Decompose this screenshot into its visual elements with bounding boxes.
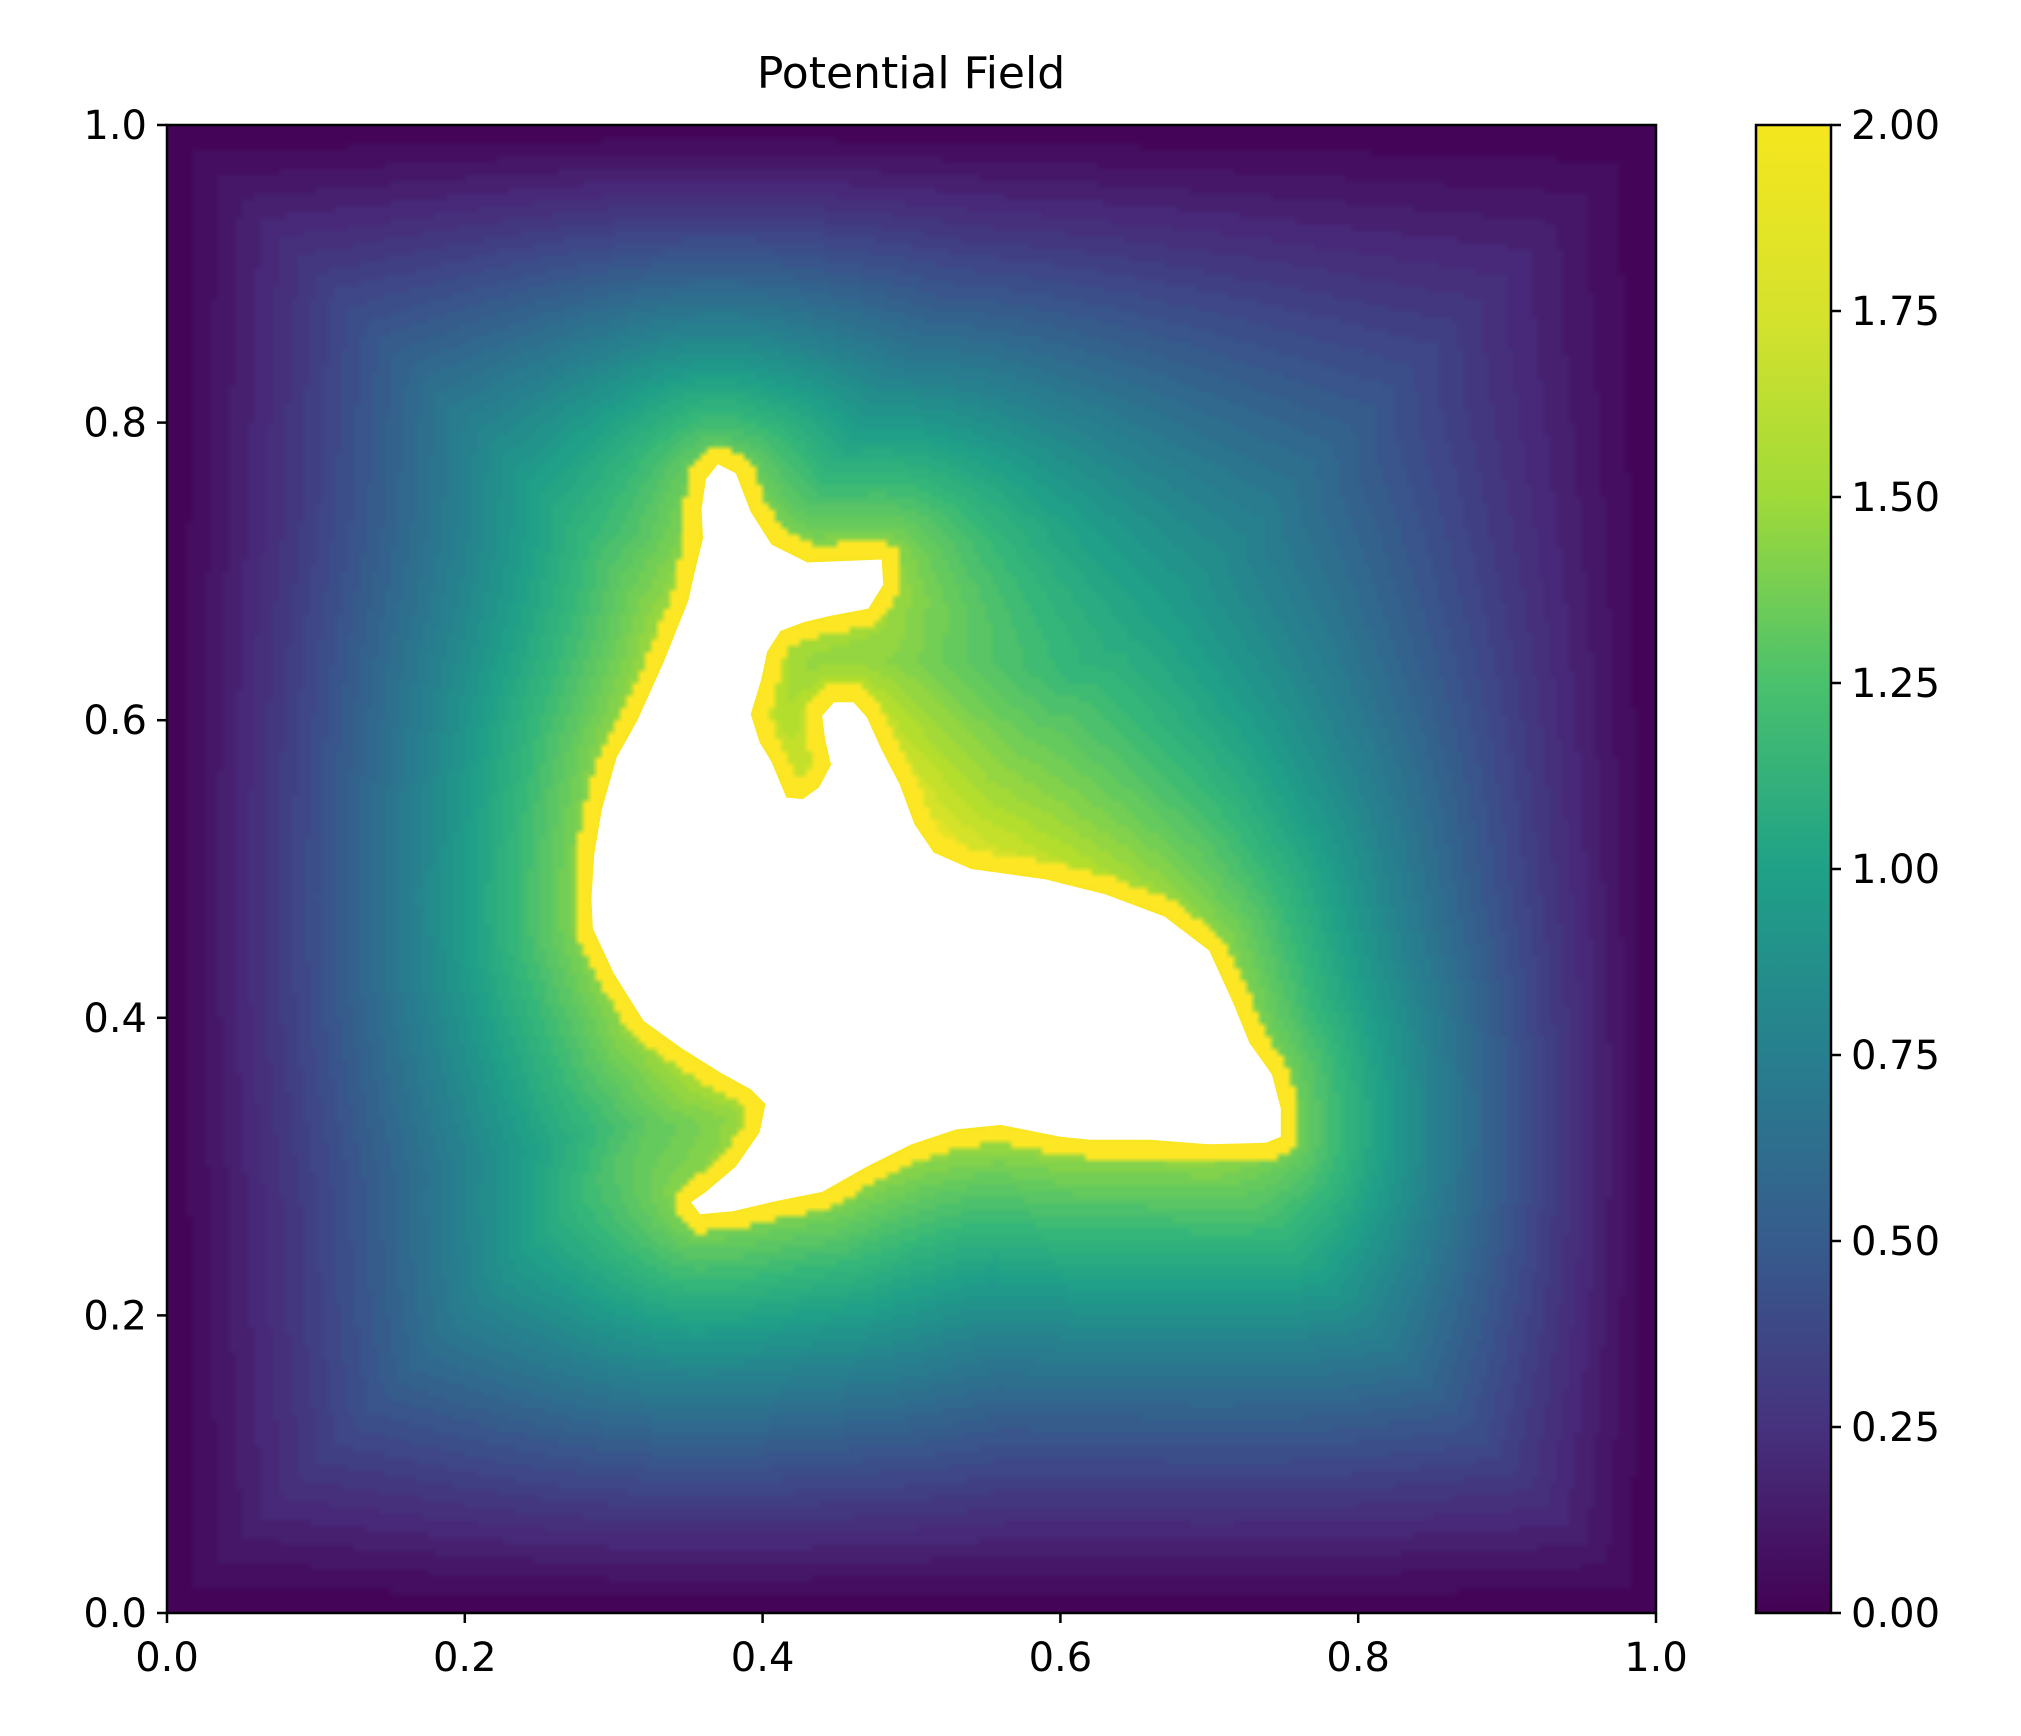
y-tick-label: 0.4 — [83, 996, 147, 1042]
x-tick-label: 0.6 — [1029, 1635, 1093, 1681]
plot-frame — [165, 123, 1658, 1615]
colorbar-tick-label: 0.25 — [1851, 1405, 1940, 1451]
colorbar-tick-label: 1.00 — [1851, 847, 1940, 893]
plot-area — [165, 123, 1658, 1615]
y-tick-label: 0.0 — [83, 1591, 147, 1637]
colorbar-tick-label: 0.50 — [1851, 1219, 1940, 1265]
colorbar-tick-label: 1.25 — [1851, 661, 1940, 707]
y-tick-label: 0.2 — [83, 1293, 147, 1339]
y-tick-label: 0.8 — [83, 401, 147, 447]
x-axis: 0.0 0.2 0.4 0.6 0.8 1.0 — [135, 1613, 1688, 1681]
colorbar-tick-label: 2.00 — [1851, 103, 1940, 149]
x-tick-label: 0.8 — [1326, 1635, 1390, 1681]
y-axis: 0.0 0.2 0.4 0.6 0.8 1.0 — [83, 103, 167, 1637]
colorbar-ticks: 0.00 0.25 0.50 0.75 1.00 1.25 1.50 1.75 2.00 — [1831, 103, 1940, 1637]
colorbar-tick-label: 1.75 — [1851, 289, 1940, 335]
colorbar: 0.00 0.25 0.50 0.75 1.00 1.25 1.50 1.75 2.00 — [1754, 103, 1940, 1637]
x-tick-label: 0.0 — [135, 1635, 199, 1681]
colorbar-tick-label: 0.00 — [1851, 1591, 1940, 1637]
y-tick-label: 0.6 — [83, 698, 147, 744]
colorbar-tick-label: 0.75 — [1851, 1033, 1940, 1079]
x-tick-label: 0.4 — [731, 1635, 795, 1681]
dolphin-obstacle-layer — [591, 464, 1281, 1215]
dolphin-obstacle — [591, 464, 1281, 1215]
colorbar-gradient — [1756, 125, 1831, 1613]
chart-title: Potential Field — [757, 48, 1065, 99]
colorbar-tick-label: 1.50 — [1851, 475, 1940, 521]
x-tick-label: 1.0 — [1624, 1635, 1688, 1681]
y-tick-label: 1.0 — [83, 103, 147, 149]
x-tick-label: 0.2 — [433, 1635, 497, 1681]
